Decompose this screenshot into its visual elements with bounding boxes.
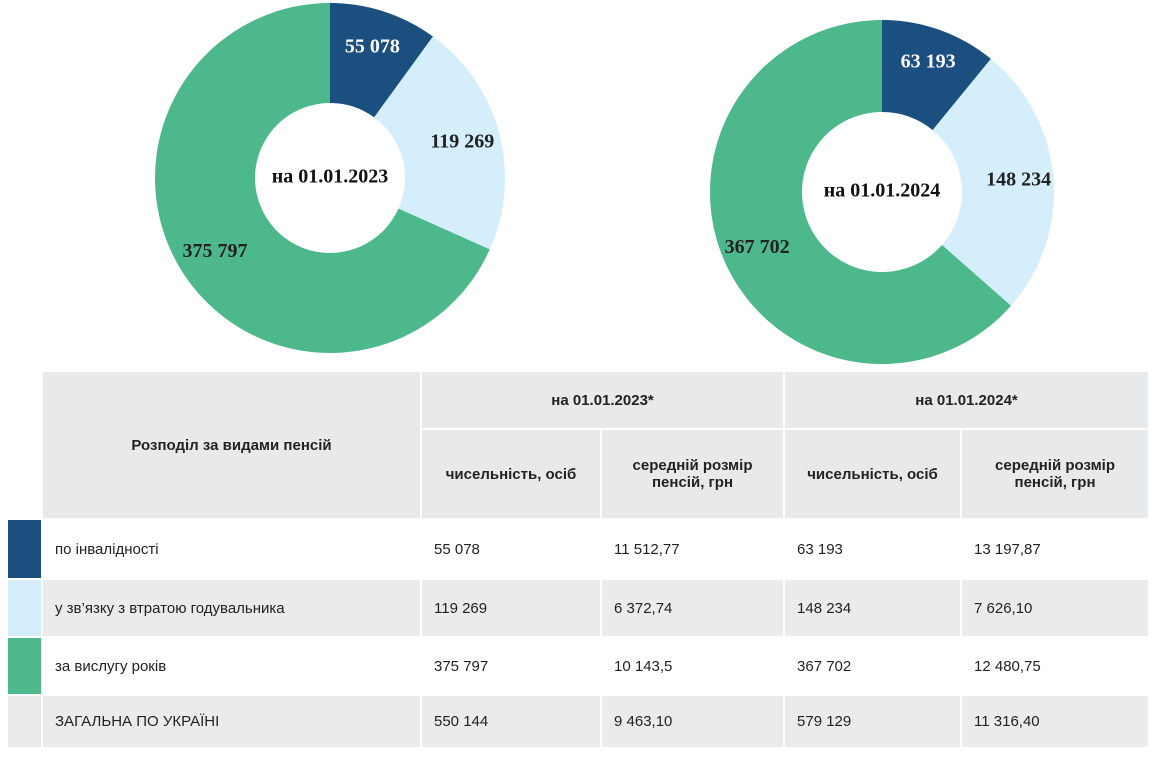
cell: 63 193 (785, 520, 963, 580)
cell: 6 372,74 (602, 580, 786, 638)
center-label: на 01.01.2023 (272, 166, 389, 188)
corner (8, 372, 43, 520)
table-row: по інвалідності 55 078 11 512,77 63 193 13 1… (8, 520, 1151, 580)
table-row: за вислугу років 375 797 10 143,5 367 702 12… (8, 638, 1151, 696)
column-header: чисельність, осіб (785, 430, 963, 520)
donut-segment (155, 3, 490, 353)
header: Розподіл за видами пенсій (43, 372, 422, 520)
row-label: по інвалідності (43, 520, 422, 580)
column-header: чисельність, осіб (422, 430, 602, 520)
cell: 7 626,10 (962, 580, 1151, 638)
cell: 550 144 (422, 696, 602, 749)
cell: 579 129 (785, 696, 963, 749)
table-row: ЗАГАЛЬНА ПО УКРАЇНІ 550 144 9 463,10 579 12… (8, 696, 1151, 749)
cell: 11 316,40 (962, 696, 1151, 749)
color-swatch (8, 580, 43, 638)
donut-segment (882, 20, 991, 131)
cell: 13 197,87 (962, 520, 1151, 580)
cell: 119 269 (422, 580, 602, 638)
color-swatch (8, 696, 43, 749)
center-label: на 01.01.2024 (824, 180, 941, 202)
donut-segment (710, 20, 1011, 364)
donut-segment (932, 58, 1054, 306)
column-header: середній розмір пенсій, грн (962, 430, 1151, 520)
cell: 55 078 (422, 520, 602, 580)
donut-segment (374, 36, 505, 250)
cell: 12 480,75 (962, 638, 1151, 696)
cell: 10 143,5 (602, 638, 786, 696)
data-label: 367 702 (725, 236, 790, 258)
data-label: 119 269 (430, 130, 494, 152)
charts: 55 078 119 269 375 797 на 01.01.2023 63 193 1… (155, 3, 1054, 364)
cell: 148 234 (785, 580, 963, 638)
data-label: 55 078 (345, 35, 400, 57)
cell: 375 797 (422, 638, 602, 696)
row-label: за вислугу років (43, 638, 422, 696)
table-row: у зв’язку з втратою годувальника 119 269 6… (8, 580, 1151, 638)
data-label: 375 797 (183, 240, 248, 262)
cell: 11 512,77 (602, 520, 786, 580)
column-header: середній розмір пенсій, грн (602, 430, 786, 520)
pension-table: Розподіл за видами пенсій на 01.01.2023*… (8, 372, 1151, 749)
period: на 01.01.2024* (785, 372, 1151, 430)
row-label: ЗАГАЛЬНА ПО УКРАЇНІ (43, 696, 422, 749)
data-label: 63 193 (901, 51, 956, 73)
row-label: у зв’язку з втратою годувальника (43, 580, 422, 638)
color-swatch (8, 638, 43, 696)
cell: 367 702 (785, 638, 963, 696)
color-swatch (8, 520, 43, 580)
period: на 01.01.2023* (422, 372, 786, 430)
cell: 9 463,10 (602, 696, 786, 749)
donut-segment (330, 3, 433, 118)
data-label: 148 234 (986, 168, 1051, 190)
